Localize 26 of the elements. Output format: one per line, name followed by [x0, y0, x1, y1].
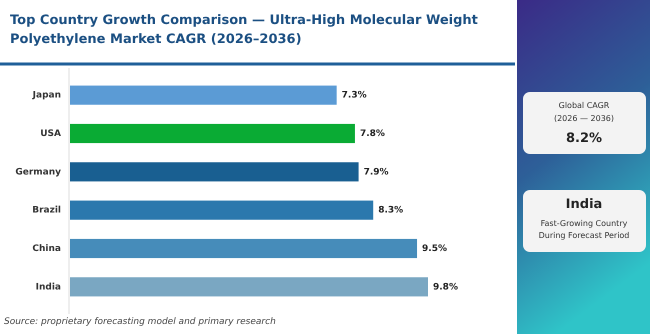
bar: [70, 86, 337, 105]
data-label: 7.3%: [342, 90, 367, 101]
data-label: 9.5%: [422, 244, 448, 254]
bar: [70, 238, 418, 258]
y-tick-label: Brazil: [32, 206, 61, 216]
text: India: [566, 197, 602, 212]
text: Global CAGR: [558, 101, 610, 110]
source-note: Source: proprietary forecasting model and primary research: [4, 317, 276, 327]
chart-title: Top Country Growth Comparison — Ultra-High Molecular Weight Polyethylene Market CAGR (2026–2036): [10, 13, 478, 47]
text: Fast-Growing Country: [540, 219, 628, 228]
data-label: 8.3%: [378, 206, 404, 216]
text: (2026 — 2036): [554, 114, 614, 123]
y-tick-label: China: [32, 244, 61, 254]
y-tick-label: Japan: [32, 90, 61, 101]
y-tick-label: Germany: [15, 167, 62, 178]
bar: [70, 277, 428, 296]
data-label: 9.8%: [433, 282, 458, 292]
y-tick-label: India: [36, 282, 61, 292]
text: 8.2%: [566, 131, 602, 146]
data-label: 7.9%: [364, 167, 389, 178]
bar: [70, 200, 374, 220]
text: During Forecast Period: [538, 231, 630, 240]
bar: [70, 162, 359, 182]
data-label: 7.8%: [360, 128, 385, 139]
bar: [70, 124, 355, 144]
y-tick-label: USA: [40, 128, 62, 139]
